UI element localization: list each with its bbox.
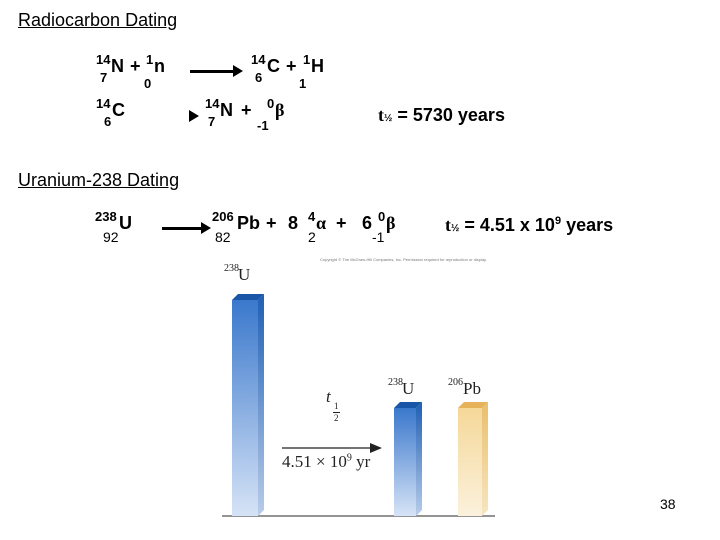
neutron-z: 0: [144, 76, 152, 91]
decay-figure: Copyright © The McGraw-Hill Companies, I…: [220, 248, 500, 533]
hydrogen-mass: 1: [303, 52, 311, 67]
plus-sign: +: [336, 213, 347, 233]
heading-uranium: Uranium-238 Dating: [18, 170, 180, 190]
nitrogen14-symbol: N: [220, 100, 233, 120]
t-half-numerator: 1: [334, 401, 339, 411]
beta-symbol: β: [275, 100, 285, 120]
bar2-mass: 238: [388, 377, 403, 388]
alpha-coefficient: 8: [288, 213, 299, 233]
hydrogen-z: 1: [299, 76, 307, 91]
beta-z: -1: [257, 118, 269, 133]
half-life-sub: ½: [384, 113, 393, 124]
nitrogen-symbol: N: [111, 56, 124, 76]
half-life-exponent: 9: [554, 215, 562, 227]
bar-lead-produced: [458, 402, 488, 516]
t-half-fraction-bar: [333, 412, 340, 413]
alpha-mass: 4: [308, 209, 316, 224]
nitrogen-mass: 14: [96, 52, 111, 67]
neutron-symbol: n: [154, 56, 165, 76]
heading-radiocarbon: Radiocarbon Dating: [18, 10, 178, 30]
plus-sign: +: [130, 56, 141, 76]
half-life-value: = 5730 years: [392, 105, 505, 125]
lead-mass: 206: [212, 209, 234, 224]
beta-symbol: β: [386, 213, 396, 233]
lead-z: 82: [215, 229, 231, 245]
carbon14-symbol: C: [112, 100, 125, 120]
carbon-z: 6: [255, 70, 263, 85]
half-life-unit: years: [561, 215, 614, 235]
time-arrow-head: [370, 443, 382, 453]
bar1-symbol: U: [238, 265, 251, 284]
t-half-denominator: 2: [334, 413, 339, 423]
decay-illustration: [222, 294, 495, 517]
half-life-uranium: t½ = 4.51 x 109 years: [445, 215, 613, 236]
uranium-symbol: U: [119, 213, 132, 233]
half-life-sub: ½: [451, 223, 460, 234]
nitrogen-z: 7: [100, 70, 108, 85]
beta-coefficient: 6: [362, 213, 373, 233]
plus-sign: +: [286, 56, 297, 76]
bar1-mass: 238: [224, 263, 239, 274]
alpha-symbol: α: [316, 213, 327, 233]
half-life-carbon: t½ = 5730 years: [378, 105, 505, 126]
carbon-symbol: C: [267, 56, 280, 76]
bar3-mass: 206: [448, 377, 463, 388]
carbon14-z: 6: [104, 114, 112, 129]
hydrogen-symbol: H: [311, 56, 324, 76]
nitrogen14-z: 7: [208, 114, 216, 129]
uranium-mass: 238: [95, 209, 117, 224]
half-life-value: = 4.51 x 10: [459, 215, 555, 235]
half-life-t: t: [445, 215, 451, 235]
neutron-mass: 1: [146, 52, 154, 67]
beta-mass: 0: [267, 96, 275, 111]
beta-mass: 0: [378, 209, 386, 224]
reaction-arrow-1: [190, 65, 243, 77]
plus-sign: +: [241, 100, 252, 120]
copyright-note: Copyright © The McGraw-Hill Companies, I…: [320, 257, 487, 262]
bar-uranium-initial: [232, 294, 264, 516]
alpha-z: 2: [308, 229, 316, 245]
time-label: 4.51 × 109 yr: [282, 452, 371, 471]
reaction-arrow-3: [162, 222, 211, 234]
lead-symbol: Pb: [237, 213, 261, 233]
carbon14-mass: 14: [96, 96, 111, 111]
slide-number: 38: [660, 496, 676, 512]
bar2-symbol: U: [402, 379, 415, 398]
nitrogen14-mass: 14: [205, 96, 220, 111]
plus-sign: +: [266, 213, 277, 233]
uranium-z: 92: [103, 229, 119, 245]
carbon-mass: 14: [251, 52, 266, 67]
bar3-symbol: Pb: [463, 379, 481, 398]
t-half-t: t: [326, 387, 331, 406]
bar-uranium-remaining: [394, 402, 422, 516]
beta-z: -1: [372, 229, 385, 245]
half-life-t: t: [378, 105, 384, 125]
